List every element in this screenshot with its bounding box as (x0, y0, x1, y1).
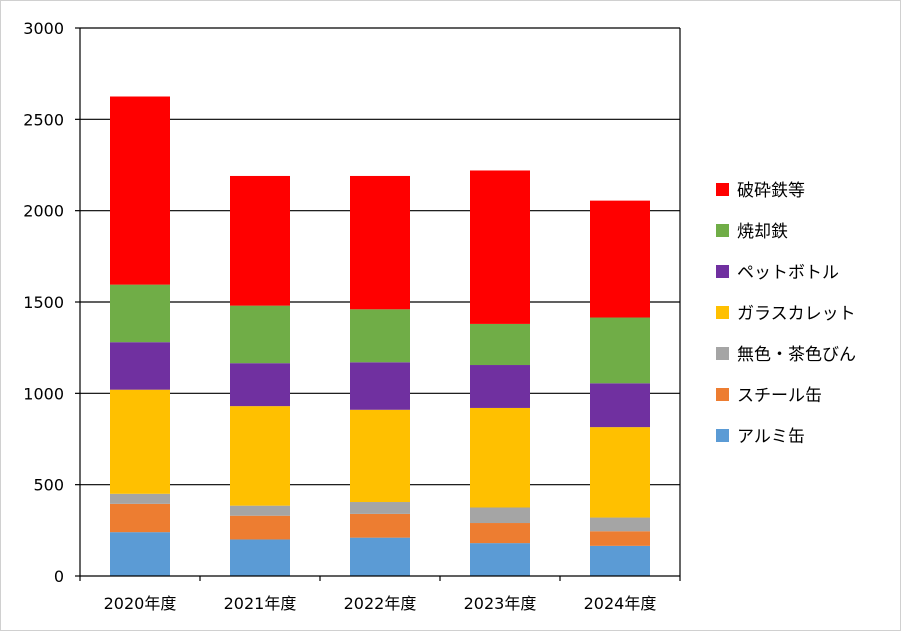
bar-segment (110, 503, 170, 533)
bar-segment (230, 363, 290, 407)
bar-segment (230, 175, 290, 306)
bar-segment (590, 427, 650, 518)
legend-swatch (716, 429, 729, 442)
y-tick-label: 3000 (23, 19, 64, 38)
y-tick-label: 2500 (23, 110, 64, 129)
legend-label: ガラスカレット (737, 304, 856, 324)
gridlines (80, 27, 680, 486)
bar-segment (110, 284, 170, 343)
bar-segment (110, 532, 170, 576)
bar-segment (110, 342, 170, 390)
bar-segment (230, 406, 290, 506)
x-tick-label: 2021年度 (224, 594, 297, 613)
legend-swatch (716, 183, 729, 196)
legend-label: 破砕鉄等 (737, 181, 805, 201)
bar-segment (230, 305, 290, 364)
legend-label: ペットボトル (737, 263, 839, 283)
legend-label: 焼却鉄 (737, 222, 788, 242)
y-tick-label: 0 (54, 567, 64, 586)
bar-segment (350, 502, 410, 514)
legend-swatch (716, 306, 729, 319)
bar-segment (230, 515, 290, 540)
y-tick-label: 1000 (23, 384, 64, 403)
bar-segment (470, 523, 530, 544)
bar-segment (470, 543, 530, 576)
bar-segment (590, 200, 650, 318)
bar-segment (470, 170, 530, 324)
axes (75, 27, 681, 581)
bar-segment (110, 389, 170, 494)
bars (110, 96, 650, 576)
bar-segment (470, 407, 530, 508)
bar-segment (350, 175, 410, 310)
bar-segment (230, 505, 290, 516)
x-tick-label: 2022年度 (344, 594, 417, 613)
legend-label: スチール缶 (737, 386, 822, 406)
legend-swatch (716, 347, 729, 360)
x-tick-label: 2020年度 (104, 594, 177, 613)
legend-swatch (716, 388, 729, 401)
bar-segment (590, 531, 650, 546)
bar-segment (470, 365, 530, 408)
bar-segment (110, 96, 170, 285)
bar-segment (590, 317, 650, 384)
bar-segment (350, 309, 410, 363)
bar-segment (590, 383, 650, 428)
x-tick-label: 2023年度 (464, 594, 537, 613)
legend-label: 無色・茶色びん (737, 345, 856, 365)
bar-segment (350, 513, 410, 538)
bar-segment (230, 539, 290, 576)
bar-segment (590, 517, 650, 532)
bar-segment (590, 545, 650, 576)
x-tick-label: 2024年度 (584, 594, 657, 613)
bar-segment (110, 493, 170, 504)
legend-swatch (716, 224, 729, 237)
legend-swatch (716, 265, 729, 278)
y-tick-labels: 0 500 1000 1500 2000 2500 3000 (23, 19, 64, 586)
y-tick-label: 500 (33, 476, 64, 495)
bar-segment (470, 323, 530, 366)
y-tick-label: 1500 (23, 293, 64, 312)
bar-segment (470, 507, 530, 524)
bar-segment (350, 409, 410, 503)
y-tick-label: 2000 (23, 202, 64, 221)
bar-segment (350, 362, 410, 410)
bar-segment (350, 537, 410, 576)
legend-label: アルミ缶 (737, 427, 805, 447)
x-tick-labels: 2020年度 2021年度 2022年度 2023年度 2024年度 (104, 594, 657, 613)
